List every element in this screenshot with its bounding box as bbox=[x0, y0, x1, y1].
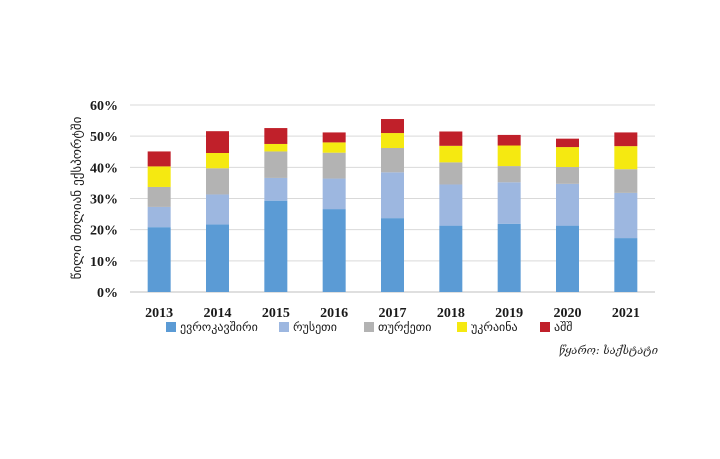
bar-segment bbox=[439, 184, 463, 226]
bar-segment bbox=[147, 151, 171, 167]
x-tick-label: 2015 bbox=[262, 306, 290, 321]
y-tick-label: 40% bbox=[90, 161, 118, 176]
bar-segment bbox=[556, 225, 579, 292]
bar-segment bbox=[381, 172, 404, 219]
bars bbox=[147, 119, 638, 292]
bar-segment bbox=[322, 142, 346, 153]
legend-label: რუსეთი bbox=[293, 320, 337, 334]
bar-segment bbox=[556, 183, 579, 226]
legend-label: უკრაინა bbox=[471, 320, 518, 334]
legend-swatch bbox=[364, 322, 374, 332]
bar-segment bbox=[556, 167, 579, 184]
bar-segment bbox=[497, 182, 521, 224]
x-tick-label: 2021 bbox=[612, 306, 640, 321]
bar-segment bbox=[556, 147, 579, 168]
bar-segment bbox=[439, 162, 463, 185]
legend-label: აშშ bbox=[554, 320, 573, 334]
bar-segment bbox=[497, 223, 521, 292]
bar-segment bbox=[556, 138, 579, 148]
bar-segment bbox=[381, 133, 404, 149]
legend-swatch bbox=[166, 322, 176, 332]
bar-segment bbox=[439, 225, 463, 292]
x-tick-label: 2013 bbox=[145, 306, 173, 321]
bar-segment bbox=[614, 146, 638, 170]
bar-segment bbox=[147, 227, 171, 292]
bar-segment bbox=[147, 206, 171, 228]
legend-label: ევროკავშირი bbox=[180, 320, 258, 334]
bar-segment bbox=[614, 238, 638, 292]
bar-segment bbox=[381, 218, 404, 292]
bar-segment bbox=[264, 151, 288, 178]
bar-segment bbox=[322, 152, 346, 179]
y-tick-label: 10% bbox=[90, 255, 118, 270]
bar-segment bbox=[381, 119, 404, 134]
bar-segment bbox=[614, 132, 638, 147]
bar-segment bbox=[614, 192, 638, 239]
bar-segment bbox=[381, 148, 404, 173]
legend-label: თურქეთი bbox=[378, 320, 432, 334]
x-tick-label: 2017 bbox=[379, 306, 407, 321]
bar-segment bbox=[264, 200, 288, 292]
y-tick-label: 0% bbox=[97, 286, 118, 301]
legend-swatch bbox=[279, 322, 289, 332]
legend-swatch bbox=[540, 322, 550, 332]
x-tick-label: 2019 bbox=[495, 306, 523, 321]
x-axis-ticks: 2013 2014 2015 2016 2017 2018 2019 2020 2021 bbox=[145, 306, 640, 321]
y-tick-label: 60% bbox=[90, 99, 118, 114]
x-tick-label: 2014 bbox=[204, 306, 232, 321]
bar-segment bbox=[439, 145, 463, 163]
bar-segment bbox=[206, 194, 229, 225]
y-tick-label: 20% bbox=[90, 224, 118, 239]
bar-segment bbox=[264, 177, 288, 201]
x-tick-label: 2020 bbox=[554, 306, 582, 321]
y-axis-label: წილი მთლიან ექსპორტში bbox=[70, 116, 85, 279]
bar-segment bbox=[206, 131, 229, 153]
bar-segment bbox=[322, 209, 346, 292]
bar-segment bbox=[264, 128, 288, 144]
bar-segment bbox=[497, 145, 521, 167]
bar-segment bbox=[497, 166, 521, 183]
bar-segment bbox=[439, 131, 463, 146]
legend-swatch bbox=[457, 322, 467, 332]
bar-segment bbox=[322, 178, 346, 210]
bar-segment bbox=[147, 166, 171, 187]
y-axis-ticks: 0% 10% 20% 30% 40% 50% 60% bbox=[90, 99, 118, 301]
legend: ევროკავშირი რუსეთი თურქეთი უკრაინა აშშ bbox=[166, 320, 573, 334]
bar-segment bbox=[497, 134, 521, 146]
bar-segment bbox=[147, 186, 171, 207]
x-tick-label: 2016 bbox=[320, 306, 348, 321]
y-tick-label: 50% bbox=[90, 130, 118, 145]
bar-segment bbox=[264, 143, 288, 152]
bar-segment bbox=[322, 132, 346, 143]
bar-segment bbox=[614, 169, 638, 193]
source-note: წყარო: საქსტატი bbox=[559, 344, 658, 357]
y-tick-label: 30% bbox=[90, 193, 118, 208]
bar-segment bbox=[206, 168, 229, 195]
bar-segment bbox=[206, 224, 229, 292]
bar-segment bbox=[206, 152, 229, 169]
x-tick-label: 2018 bbox=[437, 306, 465, 321]
